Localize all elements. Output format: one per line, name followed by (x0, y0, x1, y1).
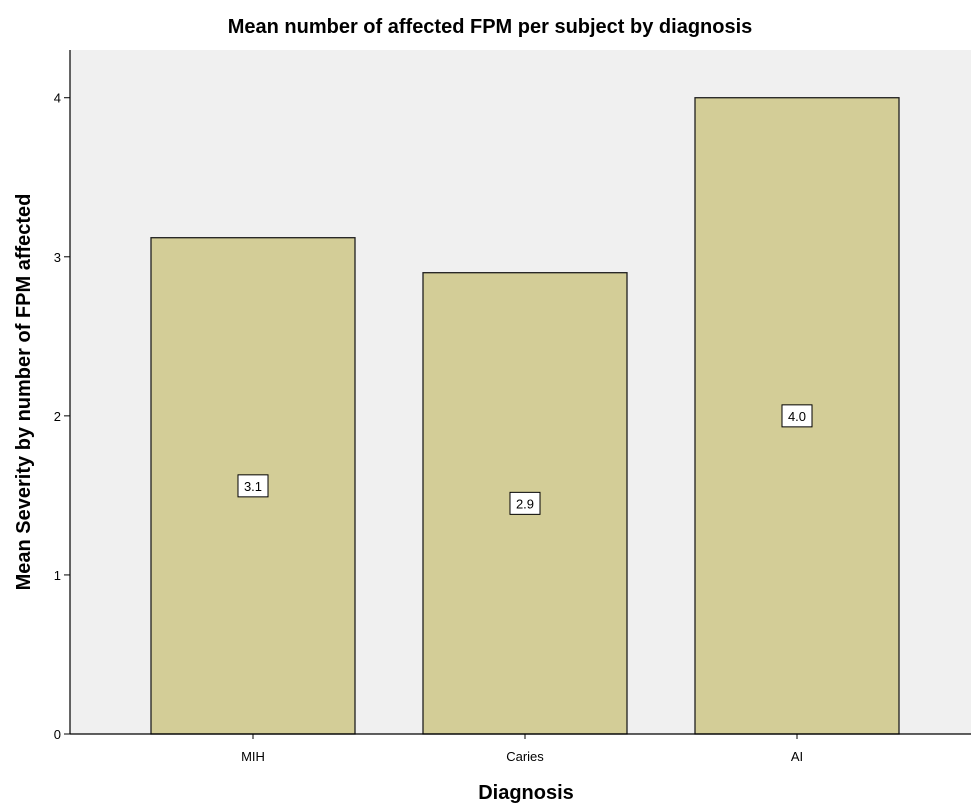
y-tick-label-4: 4 (54, 91, 61, 106)
y-tick-label-1: 1 (54, 568, 61, 583)
y-axis-title: Mean Severity by number of FPM affected (13, 194, 35, 591)
data-labels-layer: 3.1 2.9 4.0 (237, 404, 813, 515)
data-label-box-caries (509, 491, 541, 515)
chart-title: Mean number of affected FPM per subject … (228, 16, 753, 38)
data-label-ai: 4.0 (788, 409, 806, 424)
data-label-box-ai (781, 404, 813, 428)
y-tick-label-2: 2 (54, 409, 61, 424)
x-axis-title: Diagnosis (478, 782, 574, 804)
x-tick-label-ai: AI (791, 749, 803, 764)
x-tick-label-caries: Caries (506, 749, 544, 764)
axes-layer: MIH Caries AI 0 1 2 3 4 (54, 50, 971, 764)
data-label-mih: 3.1 (244, 479, 262, 494)
x-tick-label-mih: MIH (241, 749, 265, 764)
y-tick-label-0: 0 (54, 727, 61, 742)
data-label-box-mih (237, 474, 269, 498)
data-label-caries: 2.9 (516, 496, 534, 511)
y-tick-label-3: 3 (54, 250, 61, 265)
